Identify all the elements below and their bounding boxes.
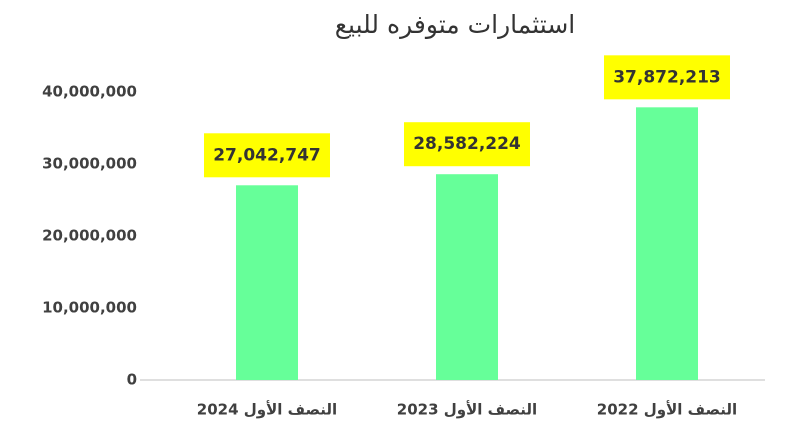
value-label: 27,042,747	[213, 145, 321, 165]
y-tick-label: 20,000,000	[42, 227, 137, 245]
x-tick-label: النصف الأول 2022	[597, 401, 737, 419]
y-tick-label: 10,000,000	[42, 299, 137, 317]
bar	[236, 185, 298, 380]
bar	[636, 107, 698, 380]
y-tick-label: 30,000,000	[42, 155, 137, 173]
y-tick-label: 40,000,000	[42, 83, 137, 101]
bar	[436, 174, 498, 380]
value-label: 37,872,213	[613, 67, 721, 87]
value-label: 28,582,224	[413, 134, 521, 154]
value-label-box	[204, 133, 330, 178]
chart-title: استثمارات متوفره للبيع	[335, 10, 575, 40]
y-tick-label: 0	[127, 371, 137, 389]
x-tick-label: النصف الأول 2023	[397, 401, 537, 419]
x-tick-label: النصف الأول 2024	[197, 401, 337, 419]
value-label-box	[404, 122, 530, 167]
value-label-box	[604, 55, 730, 100]
